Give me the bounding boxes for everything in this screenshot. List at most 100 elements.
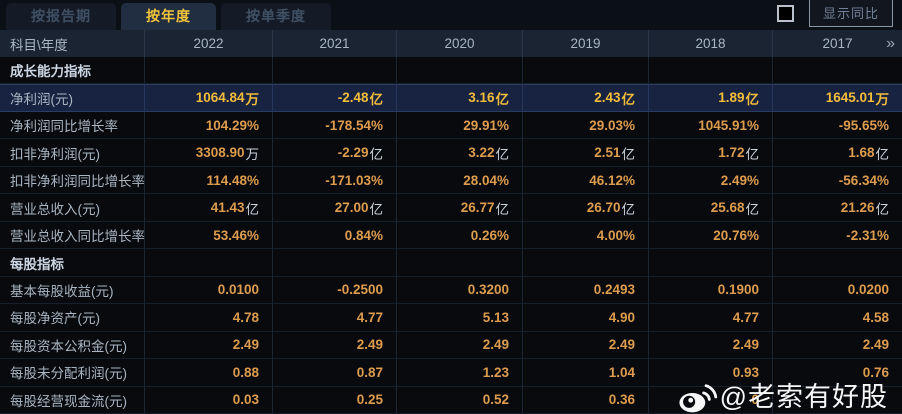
table-row: 每股未分配利润(元) 0.88 0.87 1.23 1.04 0.93 0.76 xyxy=(0,359,902,387)
table-row: 营业总收入同比增长率 53.46% 0.84% 0.26% 4.00% 20.76% -2.… xyxy=(0,221,902,250)
row-label: 扣非净利润同比增长率 xyxy=(0,166,145,195)
value-cell xyxy=(397,57,523,85)
tab-single-quarter[interactable]: 按单季度 xyxy=(221,3,331,30)
value-cell: 1064.84 万 xyxy=(145,84,273,112)
value-cell: 5.13 xyxy=(397,304,523,332)
table-row: 净利润(元) 1064.84 万 -2.48 亿 3.16 亿 2.43 亿 1.89 亿 1645.… xyxy=(0,84,902,112)
value-cell: 4.90 xyxy=(523,304,649,332)
value-cell xyxy=(773,57,902,85)
value-cell: 46.12% xyxy=(523,166,649,195)
year-header-2018: 2018 xyxy=(649,30,773,57)
value-cell: 114.48% xyxy=(145,166,273,195)
value-cell: 0.84% xyxy=(273,221,397,250)
tab-report-period[interactable]: 按报告期 xyxy=(6,3,116,30)
value-cell: 4.77 xyxy=(273,304,397,332)
value-cell: 4.00% xyxy=(523,221,649,250)
tab-annual[interactable]: 按年度 xyxy=(121,3,216,30)
value-cell: -171.03% xyxy=(273,166,397,195)
value-cell xyxy=(273,249,397,277)
value-cell: 1.68 亿 xyxy=(773,139,902,167)
table-row: 扣非净利润同比增长率 114.48% -171.03% 28.04% 46.12% 2.4… xyxy=(0,166,902,195)
value-cell: -2.31% xyxy=(773,222,902,250)
value-cell: 4.78 xyxy=(145,304,273,332)
row-label: 每股未分配利润(元) xyxy=(0,359,145,387)
value-cell: 2.49 xyxy=(523,331,649,360)
value-cell: 2.43 亿 xyxy=(523,84,649,112)
row-label: 每股资本公积金(元) xyxy=(0,331,145,360)
value-cell: 0.93 xyxy=(649,359,773,387)
value-cell xyxy=(523,57,649,85)
value-cell: 0.2493 xyxy=(523,276,649,305)
value-cell: -95.65% xyxy=(773,112,902,140)
value-cell: -2.29 亿 xyxy=(273,139,397,167)
value-cell: 0 xyxy=(649,386,773,414)
table-row: 营业总收入(元) 41.43 亿 27.00 亿 26.77 亿 26.70 亿 25.68 亿 21… xyxy=(0,194,902,222)
show-yoy-checkbox[interactable] xyxy=(776,4,794,22)
row-label: 每股净资产(元) xyxy=(0,304,145,332)
value-cell: 27.00 亿 xyxy=(273,194,397,222)
value-cell: 0.25 xyxy=(273,386,397,414)
table-row: 基本每股收益(元) 0.0100 -0.2500 0.3200 0.2493 0.1900… xyxy=(0,276,902,305)
value-cell: 1.72 亿 xyxy=(649,139,773,167)
table-row: 每股资本公积金(元) 2.49 2.49 2.49 2.49 2.49 2.49 xyxy=(0,331,902,360)
show-yoy-control: 显示同比 xyxy=(776,0,902,27)
section-row: 成长能力指标 xyxy=(0,57,902,85)
value-cell: 0.76 xyxy=(773,359,902,387)
value-cell: -178.54% xyxy=(273,111,397,140)
value-cell: 25.68 亿 xyxy=(649,194,773,222)
value-cell: 4.58 xyxy=(773,304,902,332)
value-cell: 0.1900 xyxy=(649,276,773,305)
show-yoy-label[interactable]: 显示同比 xyxy=(808,0,893,27)
value-cell: 0.52 xyxy=(397,386,523,414)
value-cell: 1045.91% xyxy=(649,111,773,140)
period-tabbar: 按报告期 按年度 按单季度 显示同比 xyxy=(0,0,902,30)
value-cell: 3.16 亿 xyxy=(397,84,523,112)
table-body: 成长能力指标 净利润(元) 1064.84 万 -2.48 亿 3.16 亿 2.43 亿 1.89… xyxy=(0,57,902,414)
row-label: 基本每股收益(元) xyxy=(0,276,145,305)
value-cell: 0.0100 xyxy=(145,276,273,305)
value-cell: 0.0200 xyxy=(773,277,902,305)
year-header-2020: 2020 xyxy=(397,30,523,57)
value-cell xyxy=(649,249,773,277)
value-cell: 1.04 xyxy=(523,359,649,387)
value-cell: 104.29% xyxy=(145,111,273,140)
row-label: 每股经营现金流(元) xyxy=(0,386,145,414)
value-cell: 3308.90 万 xyxy=(145,139,273,167)
value-cell: 29.91% xyxy=(397,111,523,140)
value-cell xyxy=(773,387,902,414)
value-cell: 1.23 xyxy=(397,359,523,387)
value-cell: 4.77 xyxy=(649,304,773,332)
row-label: 营业总收入同比增长率 xyxy=(0,221,145,250)
year-header-2017: 2017» xyxy=(822,34,895,52)
value-cell xyxy=(397,249,523,277)
value-cell: 3.22 亿 xyxy=(397,139,523,167)
table-header: 科目\年度 2022 2021 2020 2019 2018 2017» xyxy=(0,30,902,57)
value-cell: 26.70 亿 xyxy=(523,194,649,222)
value-cell: 1.89 亿 xyxy=(649,84,773,112)
value-cell: 2.49 xyxy=(649,331,773,360)
year-header-2019: 2019 xyxy=(523,30,649,57)
value-cell: -0.2500 xyxy=(273,276,397,305)
value-cell: 2.49 xyxy=(397,331,523,360)
value-cell xyxy=(145,57,273,85)
value-cell: 29.03% xyxy=(523,111,649,140)
value-cell xyxy=(145,249,273,277)
value-cell: 2.51 亿 xyxy=(523,139,649,167)
row-label: 成长能力指标 xyxy=(0,57,145,85)
value-cell: 2.49 xyxy=(773,332,902,360)
value-cell: 2.49 xyxy=(145,331,273,360)
value-cell xyxy=(773,249,902,277)
value-cell: 0.26% xyxy=(397,221,523,250)
value-cell: 41.43 亿 xyxy=(145,194,273,222)
table-row: 每股经营现金流(元) 0.03 0.25 0.52 0.36 0 xyxy=(0,386,902,414)
table-row: 每股净资产(元) 4.78 4.77 5.13 4.90 4.77 4.58 xyxy=(0,304,902,332)
section-row: 每股指标 xyxy=(0,249,902,277)
table-row: 扣非净利润(元) 3308.90 万 -2.29 亿 3.22 亿 2.51 亿 1.72 亿 1.6… xyxy=(0,139,902,167)
row-label: 扣非净利润(元) xyxy=(0,139,145,167)
value-cell: -56.34% xyxy=(773,167,902,195)
more-years-icon[interactable]: » xyxy=(886,34,895,52)
row-label: 每股指标 xyxy=(0,249,145,277)
value-cell xyxy=(523,249,649,277)
value-cell: 21.26 亿 xyxy=(773,194,902,222)
value-cell: 26.77 亿 xyxy=(397,194,523,222)
